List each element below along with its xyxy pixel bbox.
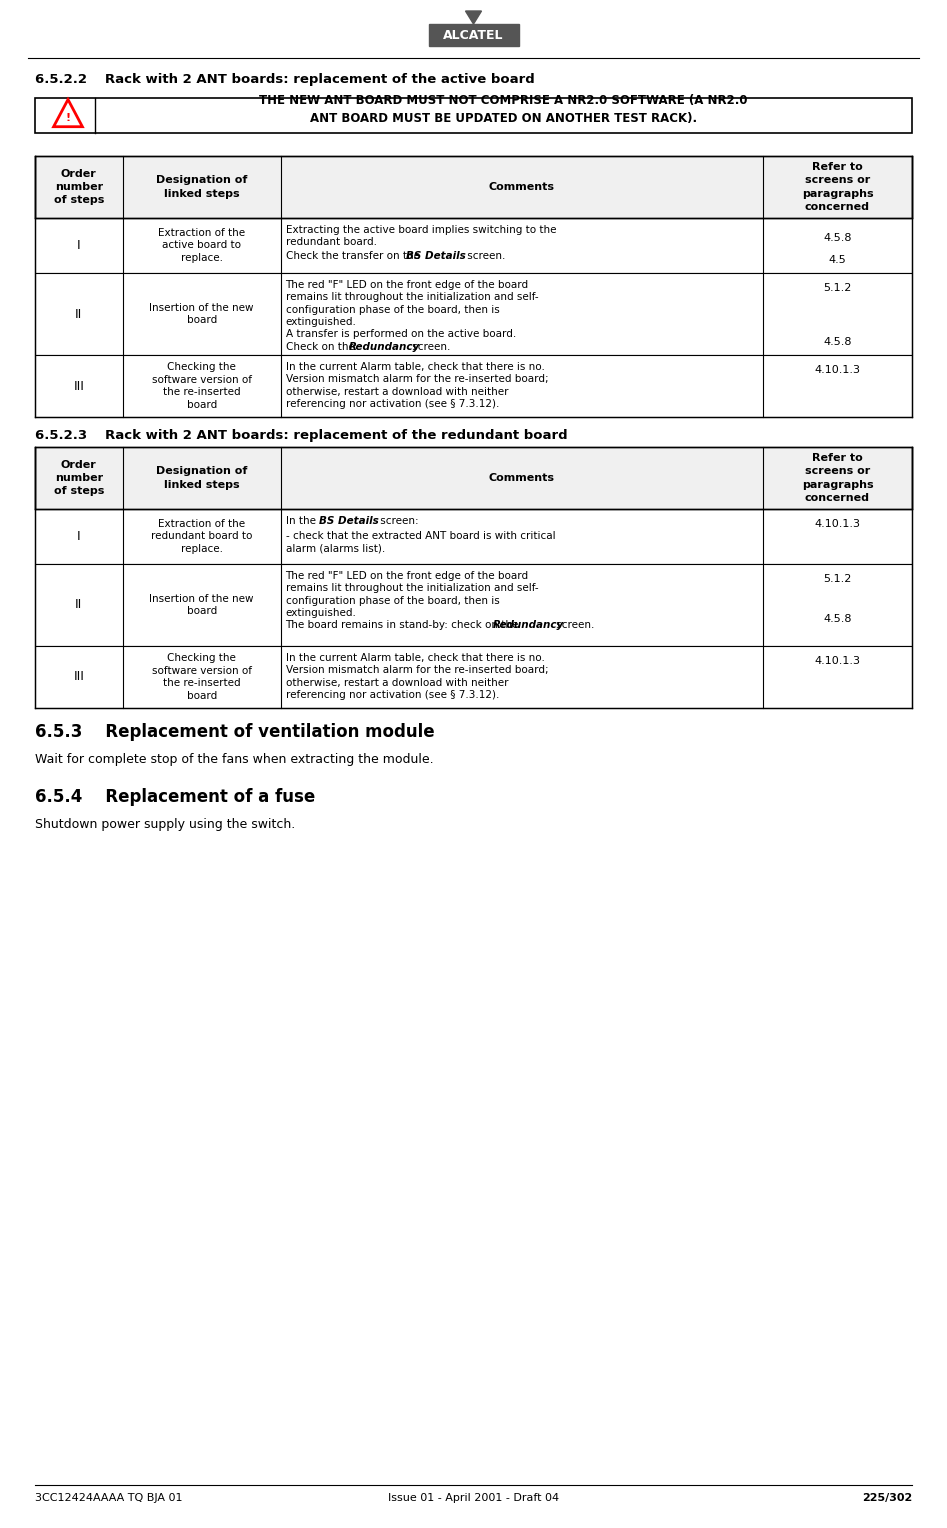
Text: 4.5.8: 4.5.8 — [823, 614, 851, 623]
Text: screen.: screen. — [408, 342, 450, 351]
Text: Wait for complete stop of the fans when extracting the module.: Wait for complete stop of the fans when … — [35, 753, 434, 766]
Text: Check on the: Check on the — [286, 342, 358, 351]
Text: 5.1.2: 5.1.2 — [823, 575, 851, 584]
Text: Designation of
linked steps: Designation of linked steps — [156, 176, 247, 199]
Text: BS Details: BS Details — [405, 251, 465, 261]
Text: Insertion of the new
board: Insertion of the new board — [150, 303, 254, 325]
Bar — [35, 448, 912, 509]
Text: 6.5.2.3  Rack with 2 ANT boards: replacement of the redundant board: 6.5.2.3 Rack with 2 ANT boards: replacem… — [35, 429, 567, 442]
Text: 4.10.1.3: 4.10.1.3 — [814, 365, 861, 374]
Text: Order
number
of steps: Order number of steps — [54, 168, 104, 205]
Text: II: II — [75, 599, 82, 611]
Text: 6.5.3    Replacement of ventilation module: 6.5.3 Replacement of ventilation module — [35, 723, 435, 741]
Text: !: ! — [65, 113, 71, 122]
Text: 4.10.1.3: 4.10.1.3 — [814, 520, 861, 529]
Text: Extraction of the
redundant board to
replace.: Extraction of the redundant board to rep… — [151, 520, 252, 553]
Text: Checking the
software version of
the re-inserted
board: Checking the software version of the re-… — [152, 362, 252, 410]
Text: Refer to
screens or
paragraphs
concerned: Refer to screens or paragraphs concerned — [802, 454, 873, 503]
Text: Insertion of the new
board: Insertion of the new board — [150, 594, 254, 616]
Text: The red "F" LED on the front edge of the board
remains lit throughout the initia: The red "F" LED on the front edge of the… — [286, 571, 538, 619]
Bar — [35, 646, 912, 707]
Text: A transfer is performed on the active board.: A transfer is performed on the active bo… — [286, 329, 516, 339]
Text: Redundancy: Redundancy — [492, 620, 563, 630]
Text: III: III — [74, 671, 84, 683]
Text: 6.5.2.2  Rack with 2 ANT boards: replacement of the active board: 6.5.2.2 Rack with 2 ANT boards: replacem… — [35, 73, 535, 86]
Text: Extracting the active board implies switching to the
redundant board.: Extracting the active board implies swit… — [286, 225, 556, 248]
Polygon shape — [54, 99, 82, 127]
Text: 3CC12424AAAA TQ BJA 01: 3CC12424AAAA TQ BJA 01 — [35, 1493, 183, 1504]
Text: 4.10.1.3: 4.10.1.3 — [814, 656, 861, 666]
Text: Designation of
linked steps: Designation of linked steps — [156, 466, 247, 489]
Text: 225/302: 225/302 — [862, 1493, 912, 1504]
FancyBboxPatch shape — [428, 24, 519, 46]
Bar — [35, 564, 912, 646]
Text: Comments: Comments — [489, 474, 555, 483]
Bar — [35, 274, 912, 354]
Text: III: III — [74, 379, 84, 393]
Bar — [35, 219, 912, 274]
Text: II: II — [75, 307, 82, 321]
Polygon shape — [466, 11, 481, 24]
Text: I: I — [77, 530, 80, 542]
Bar — [35, 98, 912, 133]
Text: 4.5.8: 4.5.8 — [823, 232, 851, 243]
Text: The board remains in stand-by: check on the: The board remains in stand-by: check on … — [286, 620, 522, 630]
Text: Comments: Comments — [489, 182, 555, 193]
Text: In the: In the — [286, 516, 319, 526]
Text: Refer to
screens or
paragraphs
concerned: Refer to screens or paragraphs concerned — [802, 162, 873, 212]
Text: screen:: screen: — [377, 516, 419, 526]
Text: THE NEW ANT BOARD MUST NOT COMPRISE A NR2.0 SOFTWARE (A NR2.0
ANT BOARD MUST BE : THE NEW ANT BOARD MUST NOT COMPRISE A NR… — [259, 95, 748, 125]
Text: Check the transfer on the: Check the transfer on the — [286, 251, 422, 261]
Text: screen.: screen. — [552, 620, 594, 630]
Bar — [35, 354, 912, 417]
Text: I: I — [77, 238, 80, 252]
Text: - check that the extracted ANT board is with critical
alarm (alarms list).: - check that the extracted ANT board is … — [286, 532, 555, 553]
Text: In the current Alarm table, check that there is no.
Version mismatch alarm for t: In the current Alarm table, check that t… — [286, 652, 548, 700]
Text: Extraction of the
active board to
replace.: Extraction of the active board to replac… — [158, 228, 245, 263]
Text: BS Details: BS Details — [318, 516, 378, 526]
Text: 5.1.2: 5.1.2 — [823, 283, 851, 293]
Text: 4.5: 4.5 — [829, 255, 847, 264]
Text: Order
number
of steps: Order number of steps — [54, 460, 104, 497]
Text: Redundancy: Redundancy — [348, 342, 420, 351]
Text: 6.5.4    Replacement of a fuse: 6.5.4 Replacement of a fuse — [35, 788, 315, 805]
Text: In the current Alarm table, check that there is no.
Version mismatch alarm for t: In the current Alarm table, check that t… — [286, 362, 548, 410]
Text: Issue 01 - April 2001 - Draft 04: Issue 01 - April 2001 - Draft 04 — [388, 1493, 559, 1504]
Text: 4.5.8: 4.5.8 — [823, 338, 851, 347]
Text: Checking the
software version of
the re-inserted
board: Checking the software version of the re-… — [152, 654, 252, 701]
Bar — [35, 509, 912, 564]
Bar — [35, 156, 912, 219]
Text: screen.: screen. — [464, 251, 505, 261]
Text: The red "F" LED on the front edge of the board
remains lit throughout the initia: The red "F" LED on the front edge of the… — [286, 280, 538, 327]
Text: Shutdown power supply using the switch.: Shutdown power supply using the switch. — [35, 817, 295, 831]
Text: ALCATEL: ALCATEL — [443, 29, 504, 41]
